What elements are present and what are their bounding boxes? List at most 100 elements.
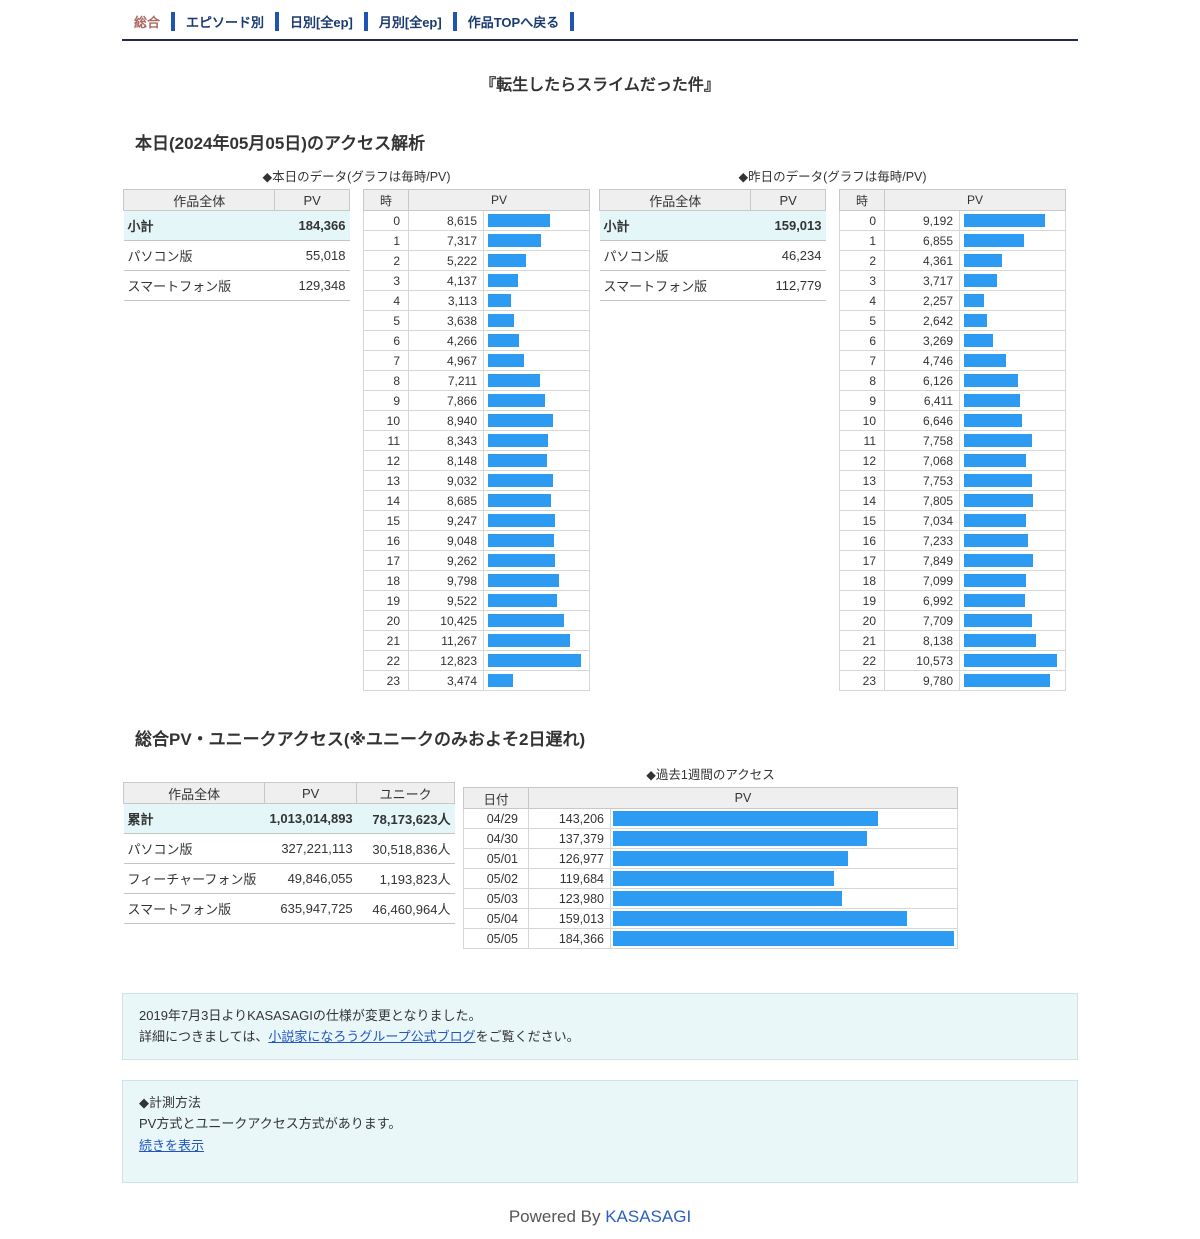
- pv-bar: [964, 334, 993, 347]
- bar-cell: [483, 530, 590, 551]
- table-row: 0 8,615: [363, 210, 590, 231]
- bar-cell: [483, 670, 590, 691]
- bar-cell: [610, 888, 958, 909]
- pv-value: 7,849: [884, 550, 960, 571]
- weekly-block: ◆過去1週間のアクセス 日付 PV 04/29 143,206 04/30 137,379…: [463, 764, 958, 949]
- pv-value: 159,013: [750, 210, 826, 241]
- pv-value: 3,474: [408, 670, 484, 691]
- bar-cell: [610, 908, 958, 929]
- bar-cell: [959, 630, 1066, 651]
- table-row: 14 8,685: [363, 490, 590, 511]
- pv-bar: [488, 574, 559, 587]
- table-row: 7 4,746: [839, 350, 1066, 371]
- pv-bar: [964, 614, 1032, 627]
- pv-bar: [488, 454, 548, 467]
- yesterday-summary-table: 作品全体 PV 小計 159,013 パソコン版 46,234 スマートフォン版 112,77…: [598, 189, 826, 301]
- row-label: 14: [839, 490, 885, 511]
- table-row: 9 6,411: [839, 390, 1066, 411]
- pv-value: 12,823: [408, 650, 484, 671]
- bar-cell: [610, 868, 958, 889]
- pv-bar: [488, 614, 564, 627]
- bar-cell: [483, 630, 590, 651]
- bar-cell: [483, 370, 590, 391]
- row-label: 1: [839, 230, 885, 251]
- nav-item-monthly[interactable]: 月別[全ep]: [378, 15, 442, 30]
- nav-item-daily[interactable]: 日別[全ep]: [290, 15, 353, 30]
- nav-item-episode[interactable]: エピソード別: [186, 15, 265, 30]
- row-label: 13: [839, 470, 885, 491]
- pv-bar: [488, 274, 518, 287]
- yesterday-group: ◆昨日のデータ(グラフは毎時/PV) 作品全体 PV 小計 159,013 パソコン版 4…: [598, 166, 1066, 691]
- bar-cell: [483, 430, 590, 451]
- official-blog-link[interactable]: 小説家になろうグループ公式ブログ: [268, 1029, 476, 1045]
- pv-bar: [964, 254, 1003, 267]
- row-label: 04/30: [463, 828, 529, 849]
- show-more-link[interactable]: 続きを表示: [139, 1137, 205, 1153]
- pv-value: 9,780: [884, 670, 960, 691]
- row-label: 6: [839, 330, 885, 351]
- pv-bar: [488, 334, 519, 347]
- pv-bar: [488, 674, 514, 687]
- pv-value: 2,257: [884, 290, 960, 311]
- row-label: 2: [839, 250, 885, 271]
- table-row: 累計 1,013,014,893 78,173,623人: [123, 803, 455, 834]
- table-row: 16 7,233: [839, 530, 1066, 551]
- pv-value: 6,855: [884, 230, 960, 251]
- pv-value: 46,234: [750, 240, 826, 271]
- row-label: 05/05: [463, 928, 529, 949]
- row-label: 16: [839, 530, 885, 551]
- row-label: 7: [839, 350, 885, 371]
- table-row: 7 4,967: [363, 350, 590, 371]
- pv-value: 126,977: [528, 848, 611, 869]
- table-row: 21 8,138: [839, 630, 1066, 651]
- pv-bar: [964, 314, 988, 327]
- pv-value: 119,684: [528, 868, 611, 889]
- bar-cell: [483, 650, 590, 671]
- notice-line-2: 詳細につきましては、小説家になろうグループ公式ブログをご覧ください。: [139, 1029, 580, 1045]
- bar-cell: [959, 230, 1066, 251]
- kasasagi-link[interactable]: KASASAGI: [605, 1207, 692, 1227]
- bar-cell: [959, 330, 1066, 351]
- pv-value: 9,522: [408, 590, 484, 611]
- column-header: 作品全体: [598, 189, 752, 211]
- bar-cell: [483, 590, 590, 611]
- bar-cell: [959, 450, 1066, 471]
- table-row: 10 8,940: [363, 410, 590, 431]
- bar-cell: [959, 350, 1066, 371]
- pv-value: 129,348: [274, 270, 350, 301]
- bar-cell: [483, 270, 590, 291]
- row-label: 10: [363, 410, 409, 431]
- pv-bar: [964, 674, 1050, 687]
- row-label: 21: [839, 630, 885, 651]
- row-label: パソコン版: [123, 240, 275, 271]
- top-nav: 総合 エピソード別 日別[全ep] 月別[全ep] 作品TOPへ戻る: [122, 0, 1078, 41]
- pv-value: 8,685: [408, 490, 484, 511]
- bar-cell: [483, 230, 590, 251]
- page-content: 総合 エピソード別 日別[全ep] 月別[全ep] 作品TOPへ戻る 『転生した…: [122, 0, 1078, 1227]
- pv-bar: [488, 414, 553, 427]
- row-label: 8: [839, 370, 885, 391]
- pv-value: 4,137: [408, 270, 484, 291]
- table-row: 8 6,126: [839, 370, 1066, 391]
- table-row: パソコン版 327,221,113 30,518,836人: [123, 833, 455, 864]
- table-row: 4 2,257: [839, 290, 1066, 311]
- table-row: 19 6,992: [839, 590, 1066, 611]
- row-label: 04/29: [463, 808, 529, 829]
- today-caption: ◆本日のデータ(グラフは毎時/PV): [262, 170, 451, 184]
- row-label: 21: [363, 630, 409, 651]
- row-label: 2: [363, 250, 409, 271]
- pv-value: 9,798: [408, 570, 484, 591]
- pv-bar: [964, 274, 997, 287]
- table-row: 13 7,753: [839, 470, 1066, 491]
- pv-value: 159,013: [528, 908, 611, 929]
- pv-value: 6,992: [884, 590, 960, 611]
- row-label: 3: [839, 270, 885, 291]
- table-row: 0 9,192: [839, 210, 1066, 231]
- table-row: 1 7,317: [363, 230, 590, 251]
- table-row: 22 12,823: [363, 650, 590, 671]
- table-row: 4 3,113: [363, 290, 590, 311]
- pv-bar: [964, 374, 1018, 387]
- nav-item-back-to-top[interactable]: 作品TOPへ戻る: [467, 15, 560, 30]
- row-label: 22: [839, 650, 885, 671]
- pv-bar: [613, 891, 842, 906]
